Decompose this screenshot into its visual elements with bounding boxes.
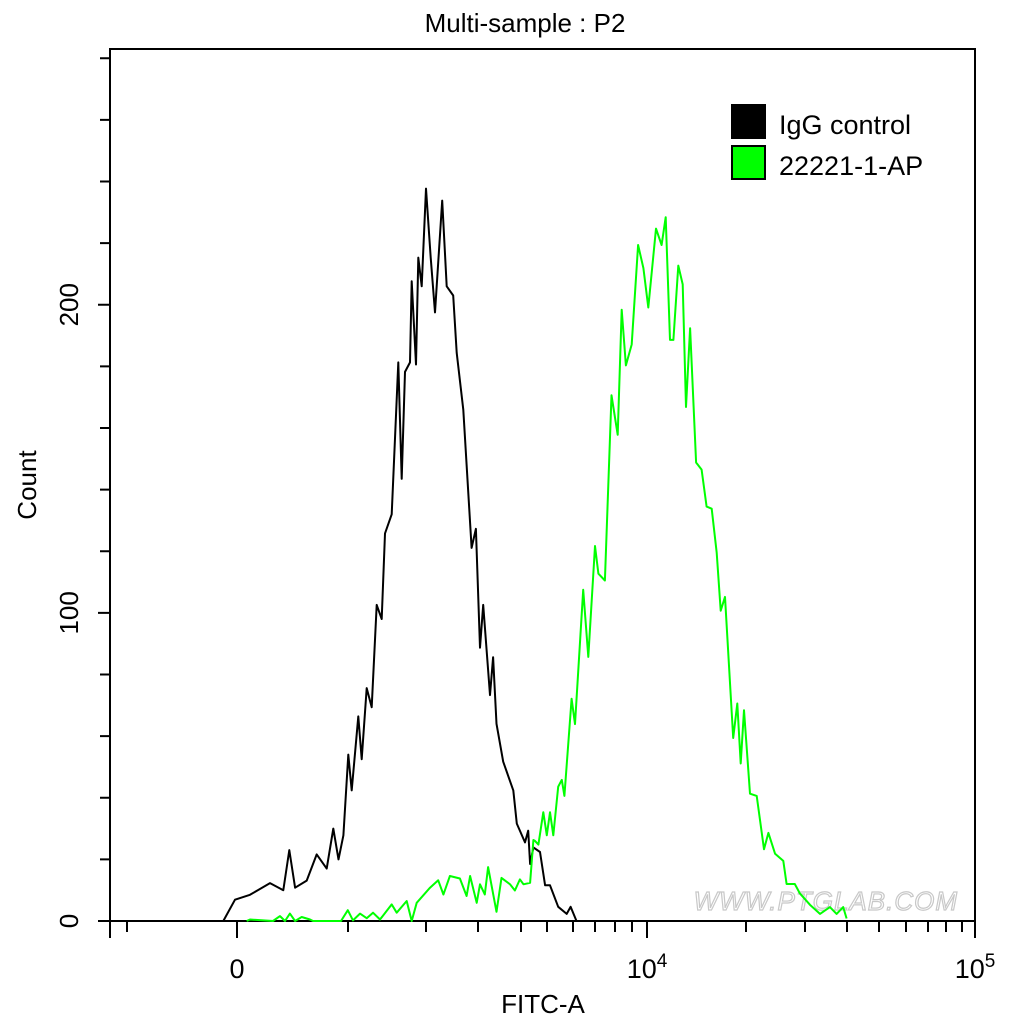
series-line-22221-1-ap <box>246 216 848 922</box>
legend: IgG control 22221-1-AP <box>731 104 923 181</box>
legend-label-igg-control: IgG control <box>779 110 911 140</box>
watermark-text: WWW.PTGLAB.COM <box>694 886 958 916</box>
legend-label-22221-1-ap: 22221-1-AP <box>779 151 923 181</box>
y-axis-label: Count <box>12 450 42 520</box>
x-axis-label: FITC-A <box>501 989 585 1019</box>
x-tick-label: 0 <box>229 954 244 984</box>
legend-swatch-22221-1-ap <box>731 145 766 180</box>
y-tick-label: 100 <box>54 591 84 634</box>
legend-swatch-igg-control <box>731 104 766 139</box>
y-tick-label: 200 <box>54 283 84 326</box>
x-axis: 0 104 105 <box>109 921 996 984</box>
watermark: WWW.PTGLAB.COM <box>693 885 958 916</box>
chart-title: Multi-sample : P2 <box>425 8 626 38</box>
series-line-igg-control <box>222 187 578 922</box>
x-tick-label: 105 <box>955 951 996 984</box>
y-tick-label: 0 <box>54 914 84 928</box>
x-tick-label: 104 <box>627 951 668 984</box>
series-layer <box>222 187 848 922</box>
y-axis: 0 100 200 <box>54 57 110 928</box>
plot-frame <box>109 48 976 922</box>
